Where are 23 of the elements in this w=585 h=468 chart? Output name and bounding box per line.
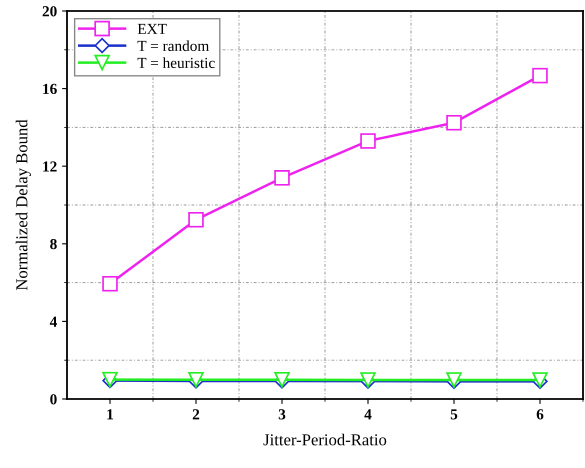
point	[274, 170, 290, 186]
x-axis-title: Jitter-Period-Ratio	[263, 434, 386, 446]
y-tick-label: 0	[50, 394, 57, 404]
point	[360, 133, 376, 149]
point	[446, 114, 462, 131]
y-tick-label: 16	[43, 84, 57, 94]
legend-label: T = random	[138, 40, 210, 52]
point	[532, 68, 548, 84]
y-tick-label: 20	[42, 6, 57, 16]
y-tick-label: 4	[50, 316, 57, 327]
legend-label: T = heuristic	[138, 57, 215, 68]
x-tick-label: 4	[364, 409, 372, 420]
x-tick-label: 3	[278, 409, 286, 420]
legend-label: EXT	[138, 24, 167, 34]
point	[188, 212, 204, 228]
x-tick-label: 2	[192, 409, 200, 420]
y-tick-label: 8	[50, 238, 57, 250]
point	[102, 276, 118, 292]
x-tick-label: 1	[107, 409, 114, 420]
y-axis-title: Normalized Delay Bound	[16, 120, 31, 290]
x-tick-label: 5	[450, 409, 458, 420]
y-tick-label: 12	[43, 161, 57, 172]
x-tick-label: 6	[536, 409, 544, 420]
